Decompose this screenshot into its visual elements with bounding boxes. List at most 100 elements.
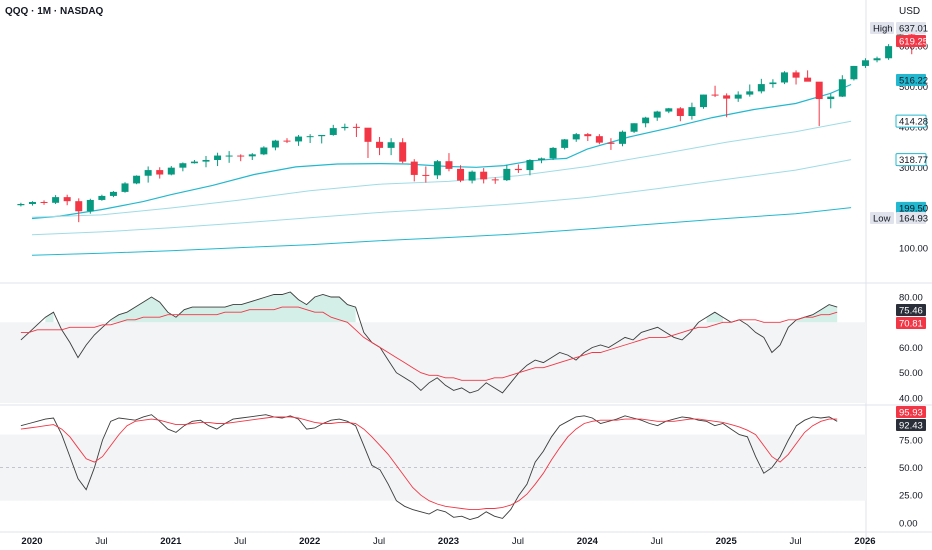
candle[interactable] [815, 81, 823, 127]
candle[interactable] [248, 153, 256, 160]
ma-414-tag: 414.28 [895, 114, 928, 128]
candle[interactable] [202, 155, 210, 168]
candle[interactable] [561, 139, 569, 150]
candle[interactable] [699, 94, 707, 109]
candle[interactable] [98, 194, 106, 201]
candle[interactable] [838, 75, 846, 98]
stoch-tick-label: 75.00 [899, 436, 923, 447]
low-name-tag: Low [870, 212, 894, 225]
candle[interactable] [850, 65, 858, 81]
candle[interactable] [572, 132, 580, 142]
candle[interactable] [190, 159, 198, 164]
rsi-signal-line [20, 306, 838, 381]
moving-average-line-1 [31, 83, 852, 220]
candle[interactable] [653, 110, 661, 121]
candle[interactable] [121, 182, 129, 193]
candle[interactable] [630, 123, 638, 133]
candle[interactable] [237, 154, 245, 162]
candle[interactable] [318, 134, 326, 144]
rsi-band [0, 322, 866, 403]
candle[interactable] [445, 153, 453, 172]
candle[interactable] [364, 127, 372, 158]
candle[interactable] [17, 202, 25, 207]
candle[interactable] [757, 78, 765, 94]
candle[interactable] [861, 58, 869, 68]
candle[interactable] [595, 134, 603, 145]
candle[interactable] [341, 123, 349, 131]
price-axis[interactable]: 100.00200.00300.00400.00500.00600.00High… [870, 22, 928, 529]
candle[interactable] [665, 107, 673, 114]
candle[interactable] [734, 91, 742, 102]
candle[interactable] [40, 200, 48, 205]
candle[interactable] [28, 201, 36, 206]
candle[interactable] [873, 56, 881, 63]
svg-text:199.50: 199.50 [899, 203, 928, 214]
rsi-overbought-fill [45, 312, 54, 323]
candle[interactable] [329, 124, 337, 136]
candle[interactable] [792, 70, 800, 85]
candle[interactable] [549, 147, 557, 160]
candle[interactable] [133, 175, 141, 185]
rsi-panel[interactable] [0, 291, 866, 403]
candle[interactable] [607, 138, 615, 150]
candle[interactable] [723, 93, 731, 118]
low-value-tag: 164.93 [896, 212, 928, 225]
candle[interactable] [885, 44, 893, 60]
candle[interactable] [109, 191, 117, 198]
svg-text:70.81: 70.81 [899, 319, 923, 330]
candle[interactable] [376, 136, 384, 156]
time-tick-label: 2020 [21, 536, 42, 547]
candle[interactable] [480, 168, 488, 184]
candle[interactable] [780, 71, 788, 85]
candle[interactable] [827, 93, 835, 109]
svg-text:318.77: 318.77 [899, 155, 928, 166]
candle[interactable] [75, 198, 83, 223]
candle[interactable] [804, 70, 812, 82]
candle[interactable] [619, 130, 627, 147]
chart-title: QQQ · 1M · NASDAQ [5, 6, 104, 17]
candle[interactable] [52, 195, 60, 204]
candle[interactable] [457, 165, 465, 183]
ma-516-tag: 516.22 [896, 73, 928, 86]
rsi-value-tag: 75.46 [896, 304, 926, 317]
candle[interactable] [352, 123, 360, 137]
candle[interactable] [688, 102, 696, 120]
candle[interactable] [260, 146, 268, 156]
candle[interactable] [538, 157, 546, 164]
candle[interactable] [526, 159, 534, 176]
candle[interactable] [86, 198, 94, 214]
candle[interactable] [271, 139, 279, 151]
candle[interactable] [503, 164, 511, 181]
currency-label: USD [899, 6, 921, 17]
candle[interactable] [514, 164, 522, 173]
candle[interactable] [295, 134, 303, 146]
candle[interactable] [156, 167, 164, 179]
stoch-panel[interactable] [0, 414, 866, 520]
candle[interactable] [144, 166, 152, 183]
candle[interactable] [399, 138, 407, 164]
candle[interactable] [214, 152, 222, 167]
candle[interactable] [167, 166, 175, 176]
rsi-overbought-fill [796, 304, 838, 323]
candle[interactable] [769, 79, 777, 88]
svg-text:Low: Low [873, 214, 891, 225]
candle[interactable] [422, 166, 430, 183]
candle[interactable] [468, 170, 476, 184]
candle[interactable] [225, 151, 233, 163]
candle[interactable] [179, 162, 187, 172]
candle[interactable] [306, 134, 314, 144]
candle[interactable] [642, 116, 650, 128]
candle[interactable] [410, 159, 418, 182]
candle[interactable] [746, 84, 754, 97]
candle[interactable] [63, 194, 71, 206]
candle[interactable] [491, 177, 499, 184]
candle[interactable] [283, 138, 291, 144]
candle[interactable] [584, 132, 592, 142]
candle[interactable] [387, 138, 395, 156]
candle[interactable] [433, 159, 441, 179]
time-axis[interactable]: 2020 Jul 2021 Jul 2022 Jul 2023 Jul 2024 Jul 2025 J… [21, 536, 875, 547]
candle[interactable] [676, 107, 684, 122]
candle[interactable] [711, 85, 719, 98]
